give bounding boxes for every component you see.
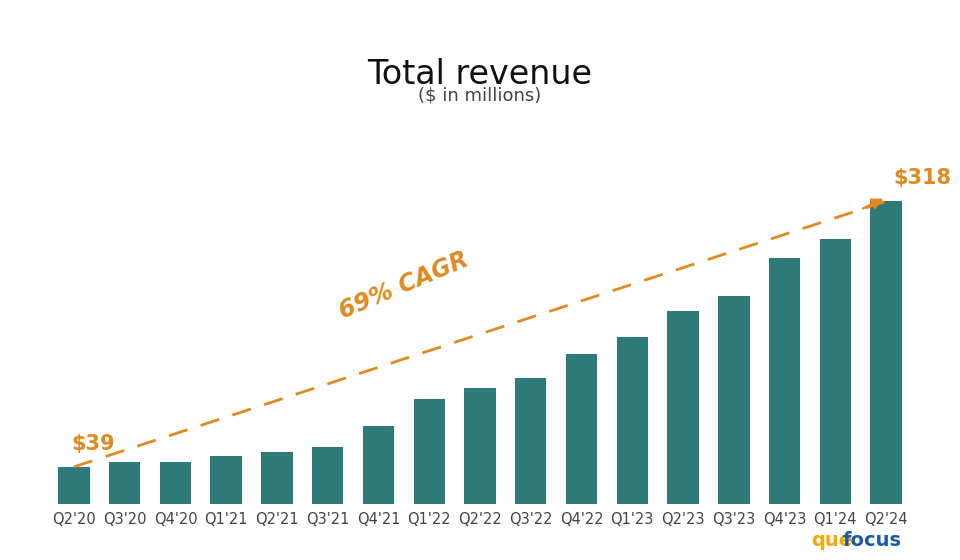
Bar xyxy=(210,456,242,504)
Bar xyxy=(108,462,140,504)
Bar xyxy=(871,201,901,504)
Text: ($ in millions): ($ in millions) xyxy=(419,87,541,105)
Bar xyxy=(261,451,293,504)
Bar xyxy=(312,447,344,504)
Bar xyxy=(718,296,750,504)
Bar xyxy=(59,467,89,504)
Bar xyxy=(159,462,191,504)
Bar xyxy=(820,239,852,504)
Title: Total revenue: Total revenue xyxy=(368,58,592,91)
Text: $39: $39 xyxy=(71,433,115,454)
Text: 69% CAGR: 69% CAGR xyxy=(336,248,472,324)
Bar xyxy=(515,379,546,504)
Text: focus: focus xyxy=(843,531,901,550)
Bar xyxy=(667,311,699,504)
Bar xyxy=(769,258,801,504)
Bar xyxy=(565,353,597,504)
Bar xyxy=(414,399,445,504)
Bar xyxy=(363,426,395,504)
Text: $318: $318 xyxy=(894,168,951,188)
Text: que: que xyxy=(811,531,852,550)
Bar xyxy=(465,388,495,504)
Bar xyxy=(616,337,648,504)
